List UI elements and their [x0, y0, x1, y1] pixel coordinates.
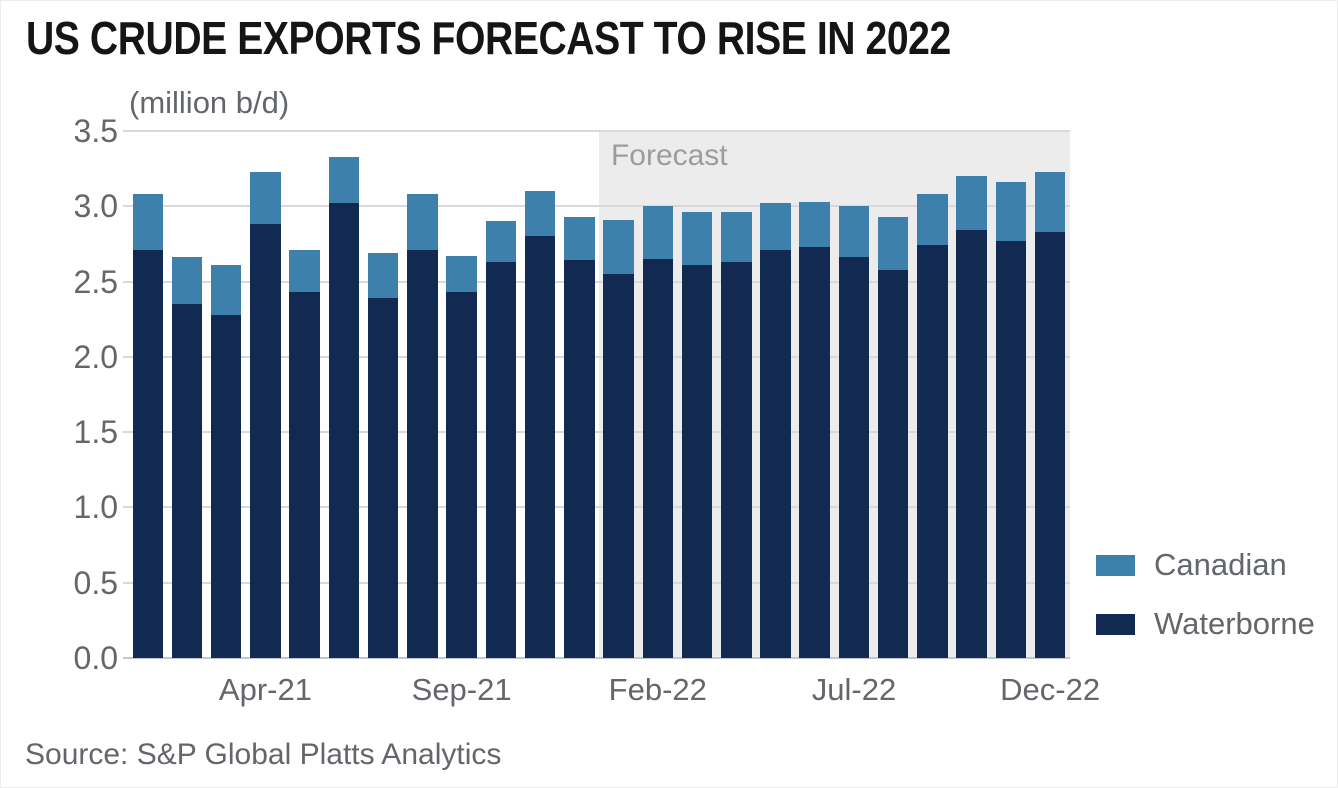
bar-segment-waterborne — [681, 265, 713, 658]
x-tick-label: Feb-22 — [608, 672, 707, 707]
bar-segment-canadian — [603, 219, 634, 275]
bar-segment-waterborne — [564, 260, 595, 658]
gridline — [123, 506, 1070, 509]
bar-segment-canadian — [642, 206, 674, 259]
x-tick-label: Dec-22 — [1000, 672, 1101, 707]
gridline — [123, 280, 1070, 283]
forecast-region — [598, 131, 1070, 658]
bar-segment-canadian — [917, 194, 948, 246]
bar-segment-canadian — [446, 255, 477, 293]
bar-segment-waterborne — [877, 269, 909, 658]
bar-segment-waterborne — [367, 298, 399, 658]
bar-segment-canadian — [171, 257, 203, 305]
bar-segment-waterborne — [210, 314, 242, 658]
y-tick-label: 3.0 — [73, 188, 118, 225]
x-tick-label: Jul-22 — [811, 672, 897, 707]
bar-segment-canadian — [328, 156, 360, 204]
legend-label-waterborne: Waterborne — [1154, 606, 1315, 641]
source-attribution: Source: S&P Global Platts Analytics — [25, 738, 502, 771]
gridline — [123, 205, 1070, 208]
bar-segment-canadian — [721, 212, 752, 262]
gridline — [123, 431, 1070, 434]
bar-segment-canadian — [289, 249, 320, 293]
bar-segment-canadian — [367, 252, 399, 299]
bar-segment-canadian — [760, 203, 791, 250]
bar-segment-canadian — [210, 265, 242, 315]
bar-segment-waterborne — [1034, 231, 1066, 658]
legend-label-canadian: Canadian — [1154, 547, 1287, 582]
x-axis-line — [123, 657, 1070, 659]
bar-segment-waterborne — [289, 292, 320, 658]
bar-segment-waterborne — [485, 261, 517, 658]
bar-segment-waterborne — [838, 257, 870, 658]
y-tick-label: 0.0 — [73, 640, 118, 676]
bar-segment-waterborne — [524, 236, 556, 658]
gridline — [123, 130, 1070, 132]
bar-segment-canadian — [799, 201, 830, 247]
bar-segment-canadian — [838, 206, 870, 258]
bar-segment-waterborne — [917, 245, 948, 658]
bar-segment-canadian — [407, 194, 438, 250]
y-tick-label: 3.5 — [73, 113, 118, 149]
bar-segment-waterborne — [721, 261, 752, 658]
gridline — [123, 581, 1070, 584]
bar-segment-waterborne — [328, 203, 360, 658]
bar-segment-canadian — [524, 191, 556, 237]
legend: Canadian Waterborne — [1096, 547, 1315, 665]
y-tick-label: 1.0 — [73, 489, 118, 526]
bar-segment-waterborne — [956, 230, 987, 658]
legend-item-canadian: Canadian — [1096, 547, 1315, 583]
chart-title: US CRUDE EXPORTS FORECAST TO RISE IN 202… — [26, 12, 951, 64]
chart-subtitle: (million b/d) — [129, 85, 290, 120]
bar-segment-canadian — [1034, 171, 1066, 232]
bar-segment-canadian — [877, 216, 909, 270]
legend-swatch-canadian — [1096, 554, 1135, 576]
forecast-label: Forecast — [610, 139, 728, 172]
bar-segment-canadian — [956, 176, 987, 231]
bar-segment-waterborne — [250, 224, 281, 658]
bar-segment-waterborne — [642, 258, 674, 658]
legend-item-waterborne: Waterborne — [1096, 606, 1315, 642]
y-tick-label: 2.0 — [73, 338, 118, 375]
bar-segment-waterborne — [603, 274, 634, 658]
bar-segment-canadian — [681, 212, 713, 265]
bar-segment-canadian — [250, 171, 281, 225]
bar-segment-waterborne — [132, 249, 163, 658]
y-tick-label: 0.5 — [73, 564, 118, 601]
x-tick-label: Apr-21 — [218, 672, 312, 707]
y-tick-label: 2.5 — [73, 263, 118, 300]
bar-segment-canadian — [995, 182, 1027, 241]
bar-segment-waterborne — [171, 304, 203, 658]
y-tick-label: 1.5 — [73, 414, 118, 451]
bar-segment-waterborne — [407, 249, 438, 658]
bar-segment-waterborne — [995, 240, 1027, 658]
legend-swatch-waterborne — [1096, 613, 1135, 635]
bar-segment-waterborne — [760, 249, 791, 658]
bar-segment-canadian — [485, 221, 517, 262]
bar-segment-canadian — [132, 194, 163, 250]
bar-segment-canadian — [564, 216, 595, 261]
bar-segment-waterborne — [799, 246, 830, 658]
x-tick-label: Sep-21 — [411, 672, 512, 707]
bar-segment-waterborne — [446, 292, 477, 658]
gridline — [123, 355, 1070, 358]
